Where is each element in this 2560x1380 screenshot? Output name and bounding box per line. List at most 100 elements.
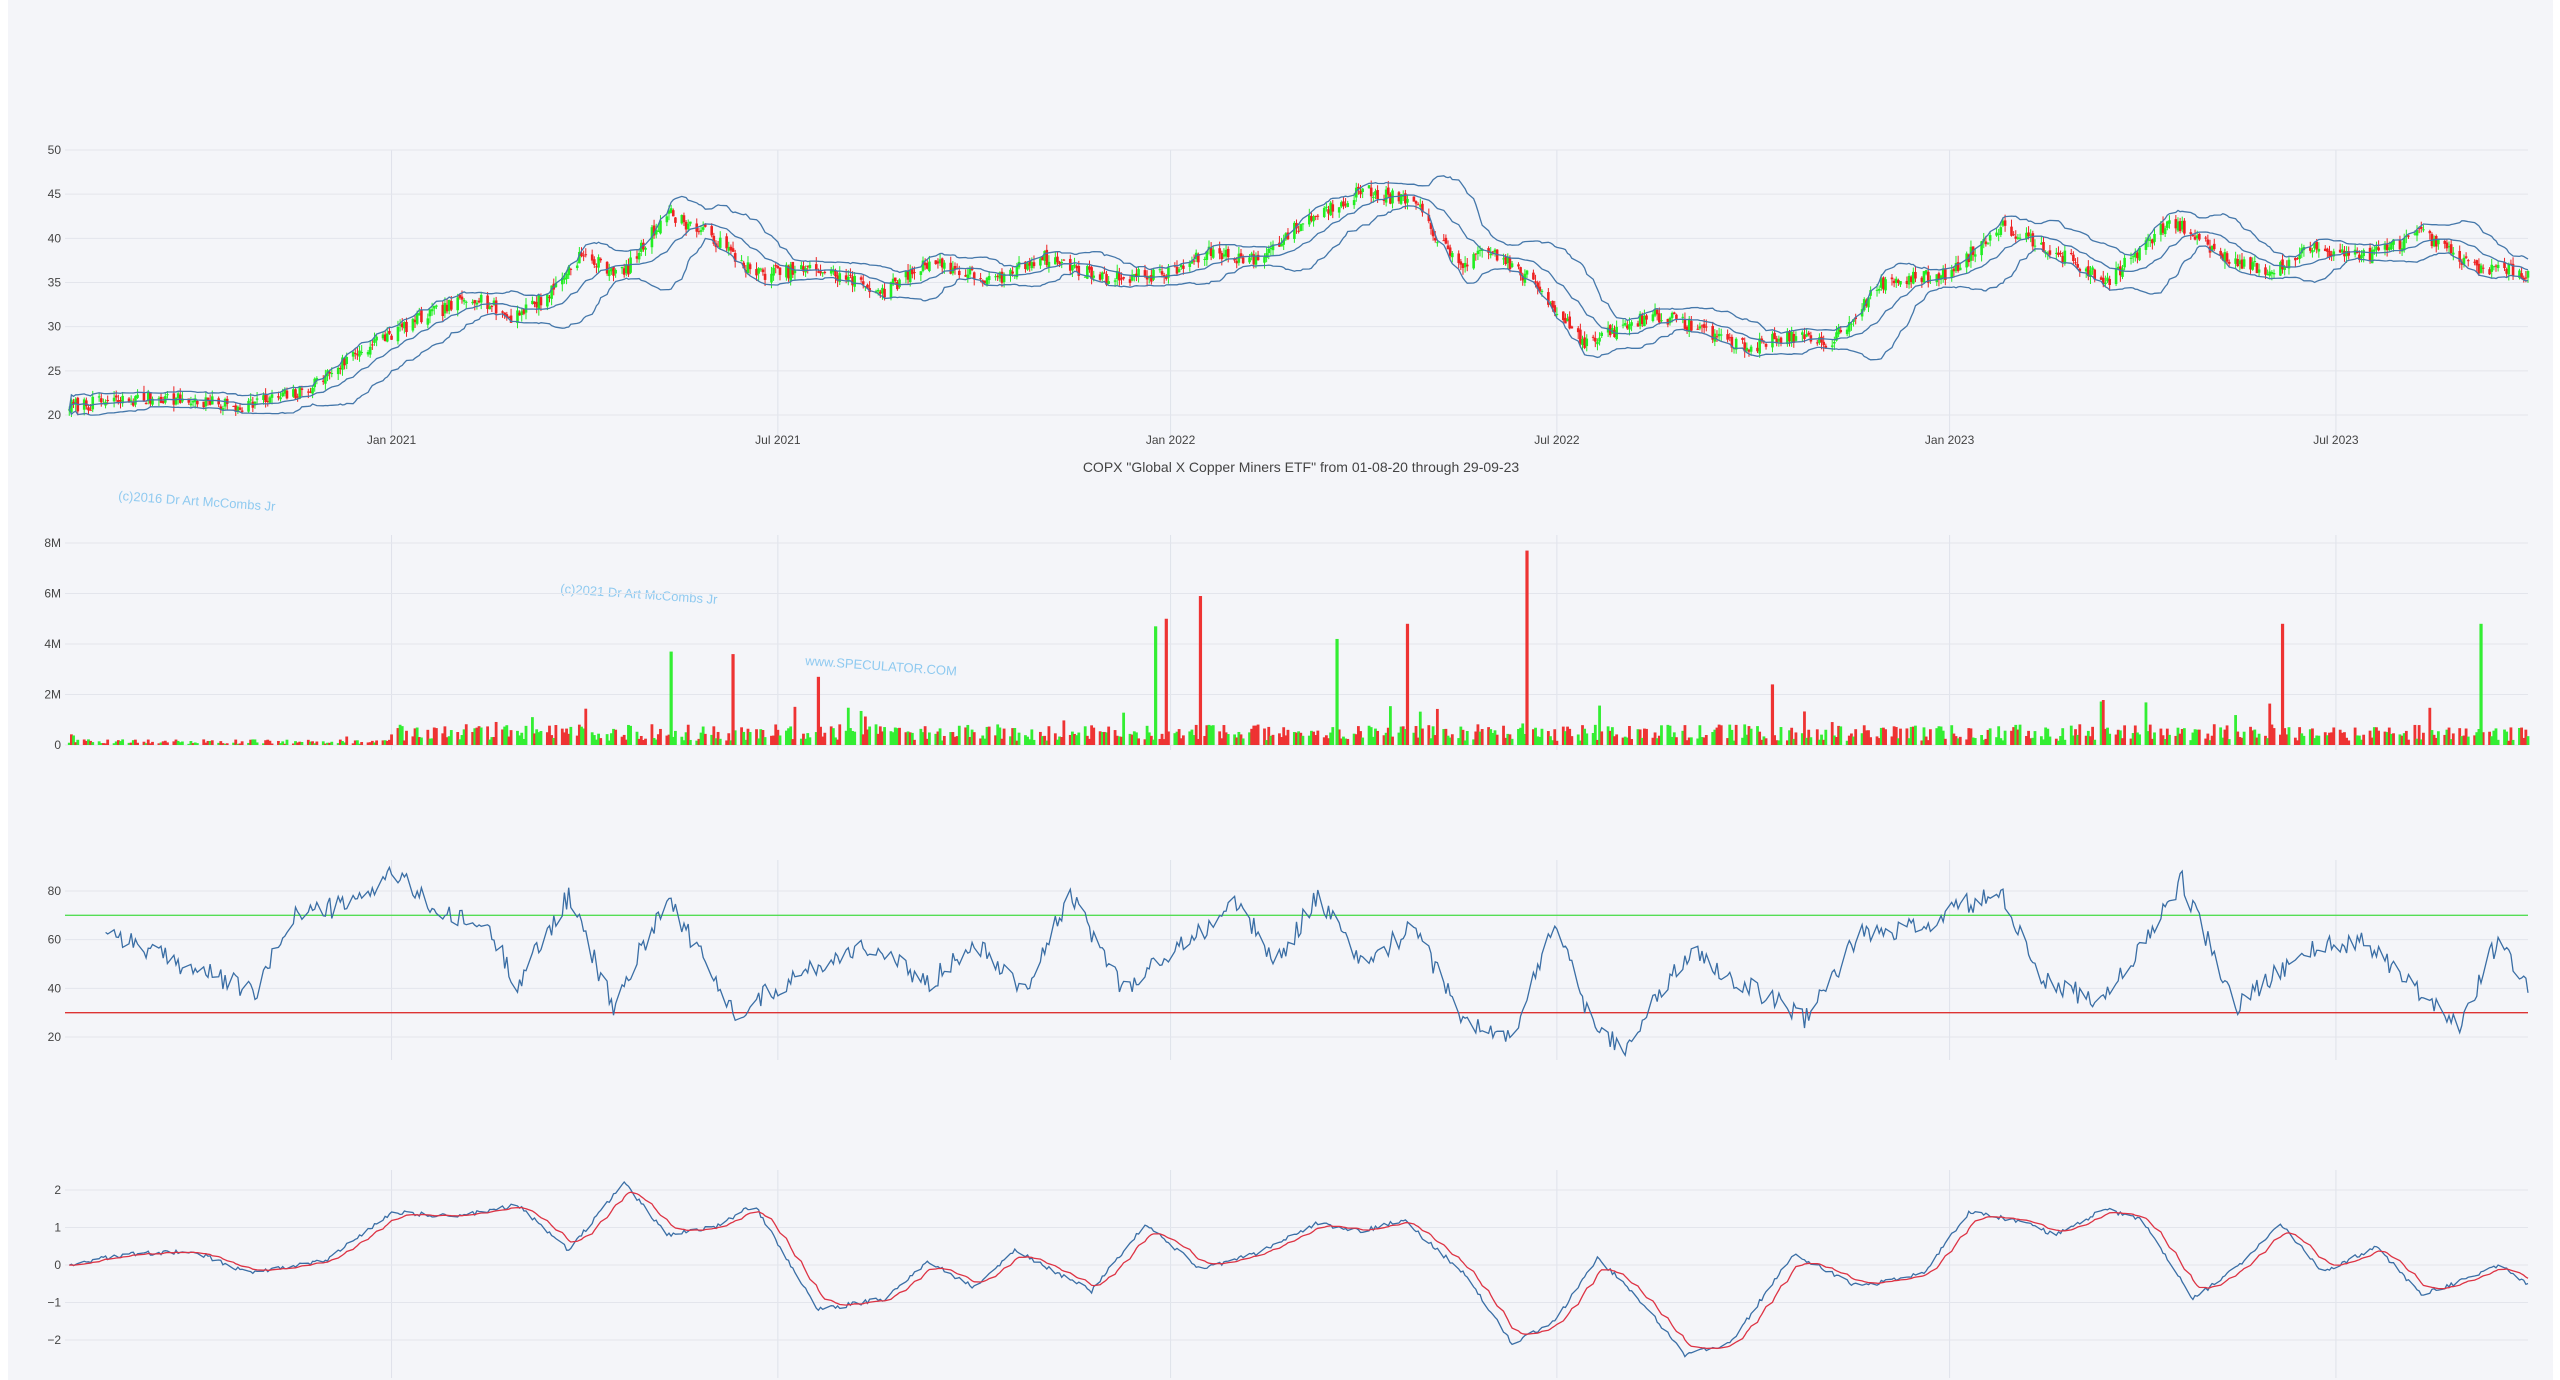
volume-bar xyxy=(1593,724,1597,745)
candle-body xyxy=(1115,270,1119,280)
volume-bar xyxy=(2340,732,2344,745)
candle-body xyxy=(2061,255,2065,263)
candle-body xyxy=(898,279,901,288)
volume-bar xyxy=(923,726,927,745)
candle-body xyxy=(1845,329,1849,335)
chart-canvas: COPX "Global X Copper Miners ETF" from 0… xyxy=(8,0,2553,1380)
volume-bar xyxy=(1017,732,1021,745)
candle-body xyxy=(1030,262,1034,269)
volume-bar xyxy=(447,736,451,745)
candle-body xyxy=(575,265,579,269)
volume-bar xyxy=(477,726,481,745)
volume-bar xyxy=(599,738,603,745)
volume-spike-8 xyxy=(1525,550,1529,745)
volume-bar xyxy=(432,727,436,745)
candle-body xyxy=(2040,242,2043,245)
candle-body xyxy=(1451,253,1454,258)
volume-bar xyxy=(1956,738,1960,745)
candle-body xyxy=(791,261,795,275)
candle-body xyxy=(2159,224,2163,235)
candle-body xyxy=(249,399,252,401)
volume-bar xyxy=(70,734,73,745)
candle-body xyxy=(876,289,880,292)
volume-bar xyxy=(2492,730,2496,745)
volume-bar xyxy=(298,741,302,745)
volume-bar xyxy=(330,741,334,745)
candle-body xyxy=(774,265,778,267)
volume-bar xyxy=(494,721,498,745)
volume-bar xyxy=(1192,735,1196,745)
volume-spike-7 xyxy=(1405,623,1410,745)
candle-body xyxy=(375,336,378,341)
volume-bar xyxy=(1265,740,1269,745)
volume-bar xyxy=(2526,736,2530,745)
volume-bar xyxy=(358,743,361,745)
volume-bar xyxy=(2138,734,2141,745)
candle-body xyxy=(2317,248,2321,252)
candle-body xyxy=(1487,248,1490,253)
candle-body xyxy=(911,268,914,275)
candle-body xyxy=(861,281,865,285)
volume-bar xyxy=(2251,730,2255,745)
candle-body xyxy=(964,275,967,277)
volume-bar xyxy=(383,740,387,745)
volume-bar xyxy=(1570,736,1574,745)
volume-bar xyxy=(1625,737,1629,745)
candle-body xyxy=(851,276,854,286)
volume-bar xyxy=(1566,726,1569,745)
candle-body xyxy=(2422,229,2425,231)
volume-bar xyxy=(1683,725,1687,745)
candle-body xyxy=(1875,289,1879,291)
candle-body xyxy=(1801,332,1804,335)
candle-body xyxy=(637,253,641,260)
volume-bar xyxy=(114,741,118,745)
volume-bar xyxy=(1815,729,1819,745)
volume-bar xyxy=(1534,727,1537,745)
candle-body xyxy=(1361,188,1364,193)
volume-bar xyxy=(577,724,581,745)
volume-bar xyxy=(1135,732,1138,745)
volume-bar xyxy=(2176,727,2180,745)
volume-bar xyxy=(131,740,135,745)
candle-body xyxy=(1173,265,1177,267)
candle-body xyxy=(2308,247,2312,251)
volume-bar xyxy=(784,730,788,745)
volume-bar xyxy=(584,708,588,745)
candle-body xyxy=(605,261,609,274)
volume-bar xyxy=(2204,738,2208,745)
candle-body xyxy=(1308,215,1311,225)
volume-bar xyxy=(356,740,359,745)
volume-bar xyxy=(2012,727,2016,745)
volume-bar xyxy=(2313,738,2316,745)
candle-body xyxy=(345,356,349,365)
volume-bar xyxy=(1391,736,1394,745)
candle-body xyxy=(2221,254,2225,260)
candle-body xyxy=(1090,267,1093,279)
volume-bar xyxy=(776,729,780,745)
candle-body xyxy=(2266,273,2269,276)
volume-bar xyxy=(1382,735,1386,745)
volume-bar xyxy=(1672,732,1676,745)
candle-body xyxy=(1818,337,1821,343)
candle-body xyxy=(373,339,376,343)
volume-bar xyxy=(1167,731,1170,745)
volume-bar xyxy=(1098,731,1102,745)
volume-bar xyxy=(624,739,628,745)
candle-body xyxy=(112,397,116,402)
candle-body xyxy=(584,254,588,256)
candle-body xyxy=(1741,337,1744,340)
volume-bar xyxy=(1359,731,1362,745)
volume-bar xyxy=(1756,726,1759,745)
volume-bar xyxy=(2031,737,2035,745)
candle-body xyxy=(501,311,504,313)
candle-body xyxy=(1698,326,1702,329)
candle-body xyxy=(1137,269,1140,277)
candle-body xyxy=(669,208,673,213)
volume-bar xyxy=(908,732,912,745)
candle-body xyxy=(1764,343,1768,347)
volume-bar xyxy=(2108,733,2112,745)
volume-bar xyxy=(2270,724,2274,745)
candle-body xyxy=(279,397,282,400)
volume-bar xyxy=(353,740,357,745)
candle-body xyxy=(1218,248,1221,254)
